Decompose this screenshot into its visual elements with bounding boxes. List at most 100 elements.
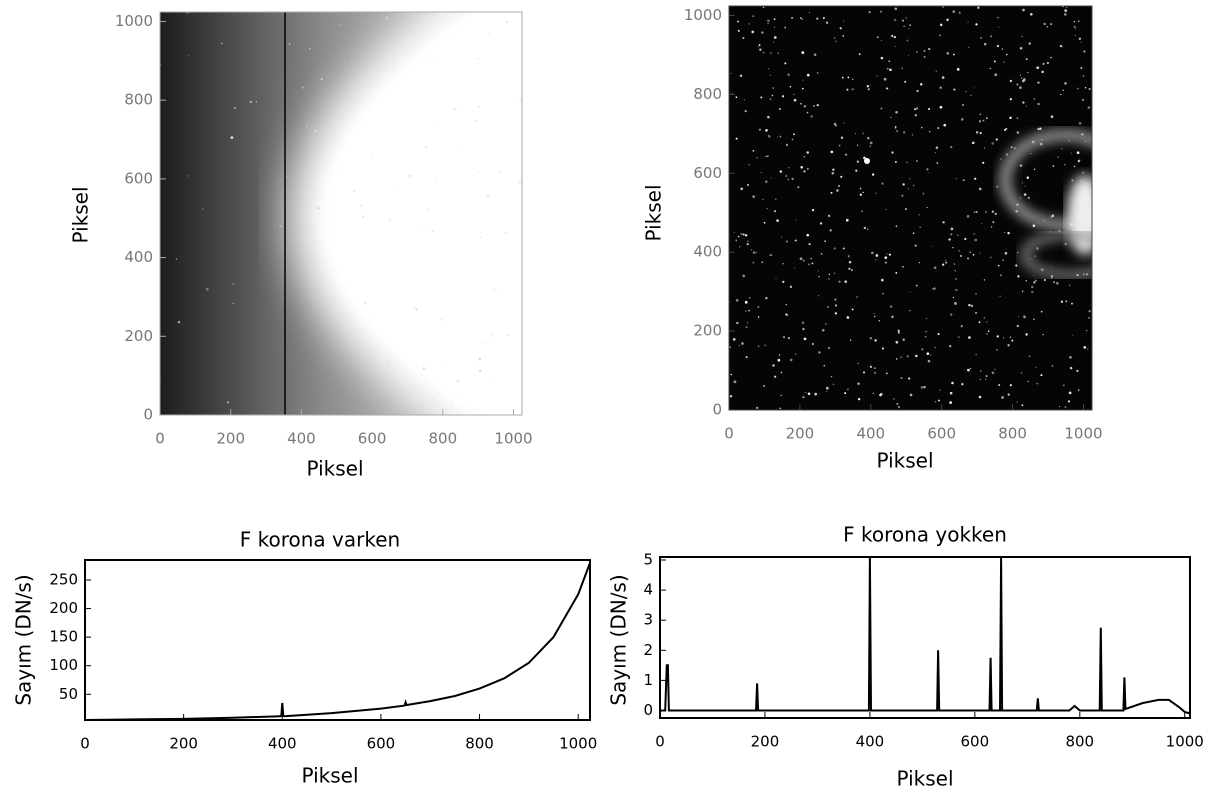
star: [800, 17, 802, 19]
star: [836, 189, 839, 192]
star: [858, 53, 861, 56]
star: [906, 39, 909, 42]
star: [834, 298, 837, 301]
star: [861, 210, 863, 212]
star: [1042, 62, 1045, 66]
star: [309, 138, 311, 140]
star: [339, 24, 341, 26]
star: [738, 246, 741, 248]
plot-frame: [159, 11, 523, 416]
star: [1061, 46, 1063, 48]
star: [1004, 251, 1008, 255]
star: [808, 243, 811, 246]
star: [785, 313, 789, 317]
star: [793, 133, 795, 136]
star: [813, 53, 817, 56]
star: [772, 87, 775, 89]
star: [1025, 105, 1027, 107]
star: [869, 337, 872, 340]
star: [488, 33, 490, 35]
star: [746, 243, 749, 246]
star: [781, 236, 783, 238]
x-tick-label: 0: [80, 735, 90, 753]
star: [498, 170, 502, 174]
star: [863, 226, 867, 230]
star: [762, 6, 765, 9]
star: [906, 355, 909, 358]
star: [1053, 281, 1055, 284]
star: [871, 251, 874, 255]
star: [1043, 22, 1046, 26]
star: [775, 278, 777, 280]
star: [748, 296, 751, 299]
star: [785, 313, 788, 316]
star: [1046, 62, 1049, 64]
star: [772, 41, 774, 43]
star: [973, 233, 976, 235]
star: [736, 321, 739, 325]
star: [894, 126, 897, 129]
star: [981, 223, 983, 225]
star: [747, 240, 749, 242]
star: [893, 398, 895, 400]
star: [1037, 81, 1040, 84]
star: [907, 188, 909, 190]
star: [975, 292, 977, 295]
star: [923, 49, 926, 52]
star: [979, 131, 982, 135]
star: [813, 104, 815, 107]
star: [978, 395, 982, 399]
star: [886, 87, 888, 90]
star: [934, 152, 937, 154]
star: [908, 377, 911, 380]
star: [999, 274, 1003, 277]
star: [1035, 366, 1037, 368]
star: [960, 324, 963, 328]
star: [227, 401, 230, 404]
star: [1088, 87, 1091, 91]
star: [999, 295, 1001, 297]
x-axis-label: Piksel: [301, 764, 358, 788]
star: [991, 142, 994, 145]
star: [849, 339, 852, 341]
image-core: [322, 12, 522, 415]
star: [975, 131, 979, 134]
star: [846, 88, 849, 91]
star: [1003, 61, 1005, 63]
star: [950, 146, 953, 149]
star: [385, 17, 389, 20]
y-tick-label: 0: [643, 701, 653, 719]
star: [773, 210, 777, 213]
star: [922, 192, 925, 195]
star: [943, 123, 947, 127]
star: [871, 173, 875, 176]
star: [840, 136, 844, 139]
star: [875, 259, 877, 261]
star: [1068, 140, 1070, 142]
star: [233, 106, 237, 110]
star: [869, 141, 873, 145]
star: [411, 32, 414, 35]
star: [301, 86, 305, 89]
star: [1064, 406, 1067, 409]
star: [770, 52, 772, 54]
y-tick-label: 600: [124, 169, 153, 187]
star: [1027, 71, 1029, 74]
y-tick-label: 200: [124, 327, 153, 345]
star: [967, 21, 969, 23]
star: [938, 399, 940, 402]
image-background: [729, 6, 1092, 410]
star: [762, 198, 764, 200]
star: [774, 375, 777, 378]
star: [875, 254, 879, 257]
star: [932, 288, 934, 290]
star: [1030, 285, 1034, 289]
star: [765, 296, 768, 300]
star: [779, 407, 782, 410]
star: [476, 57, 479, 60]
star: [895, 358, 898, 360]
star: [818, 351, 821, 354]
star: [923, 385, 926, 389]
star: [1071, 179, 1074, 182]
star: [802, 327, 805, 331]
